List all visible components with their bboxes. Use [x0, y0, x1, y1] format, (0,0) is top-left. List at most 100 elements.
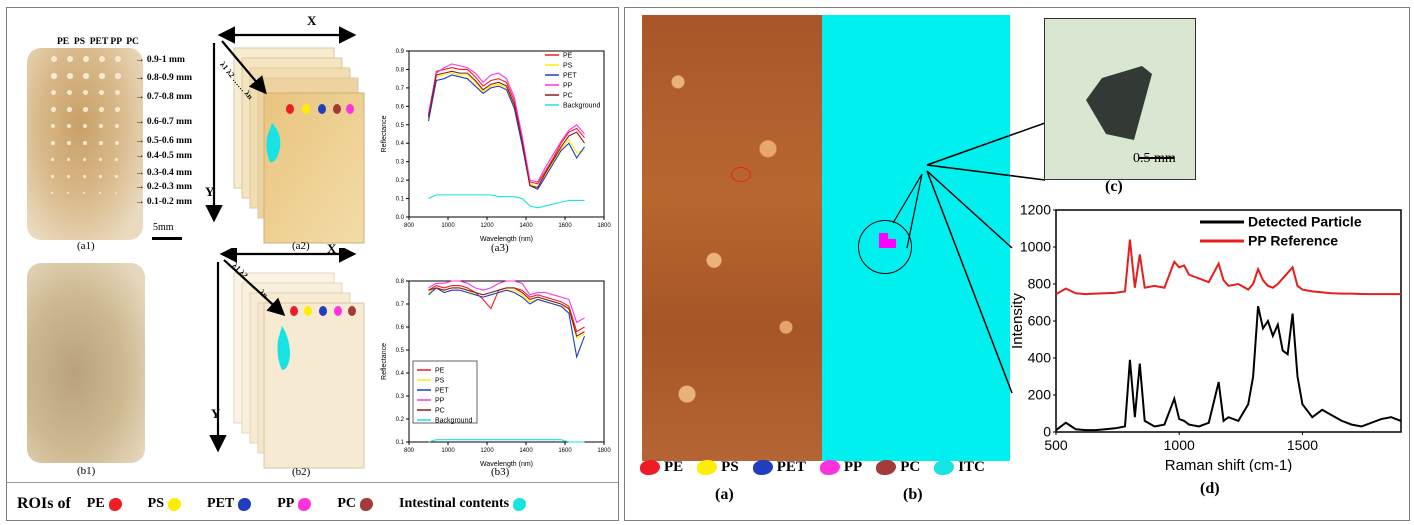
x-axis-label: Wavelength (nm)	[480, 461, 533, 468]
y-tick-label: 0.2	[396, 178, 405, 184]
b-detected-pp-pixels-2	[887, 239, 896, 248]
b3-reflectance-chart: 800 1000 1200 1400 1600 1800 0.1 0.2 0.3 0.4 0.5 0.…	[381, 279, 611, 468]
a2-roi-pet	[318, 104, 326, 114]
x-tick-label: 1400	[519, 223, 533, 229]
a1-particle	[67, 73, 73, 79]
series-line-pe	[428, 285, 585, 333]
x-tick-label: 500	[1044, 437, 1068, 453]
legend-swatch	[360, 497, 374, 511]
left-figure-panel: PE PS PET PP PC → 0.9-1 mm → 0.8-0.9 mm → …	[6, 7, 619, 521]
class-legend-label: PS	[721, 459, 739, 475]
b-classification-map	[822, 15, 1010, 461]
b2-x-label: X	[327, 241, 337, 256]
b2-lambda-arrow	[223, 259, 286, 316]
a1-particle	[115, 158, 119, 162]
series-line-pc	[428, 287, 585, 338]
b-caption: (b)	[903, 486, 923, 503]
x-tick-label: 1000	[1164, 437, 1195, 453]
a1-particle	[115, 107, 120, 112]
y-axis-label: Reflectance	[381, 343, 388, 380]
legend-label: PP	[563, 82, 573, 89]
legend-swatch	[876, 460, 897, 475]
a1-size-label: → 0.3-0.4 mm	[135, 168, 192, 178]
legend-swatch	[513, 497, 527, 511]
a1-particle	[83, 124, 88, 129]
a2-roi-intestinal	[266, 123, 281, 163]
d-caption: (d)	[1200, 480, 1220, 497]
right-figure-panel: 0.5 mm (c) 500 1000 1500 0 200 400 600 800 1000 1…	[624, 7, 1410, 521]
c-scalebar-label: 0.5 mm	[1133, 151, 1176, 166]
a2-hypercube-diagram	[205, 26, 365, 244]
b1-caption: (b1)	[77, 465, 96, 477]
a1-scalebar-label: 5mm	[153, 222, 174, 233]
a3-caption: (a3)	[491, 242, 509, 254]
y-tick-label: 0	[1043, 424, 1051, 440]
a3-reflectance-chart: 800 1000 1200 1400 1600 1800 0.0 0.1 0.2 0.3 0.4 0.…	[381, 49, 611, 243]
y-tick-label: 0.5	[396, 348, 405, 354]
legend-swatch	[697, 460, 718, 475]
legend-label: PS	[563, 62, 573, 69]
roi-legend-label: PC	[337, 496, 357, 511]
a-roi-circle	[731, 167, 751, 182]
y-tick-label: 0.3	[396, 160, 405, 166]
y-tick-label: 0.7	[396, 302, 405, 308]
series-line-ps	[427, 72, 585, 189]
y-tick-label: 0.4	[396, 371, 405, 377]
a1-particle	[67, 192, 70, 195]
roi-legend-label: PS	[147, 496, 165, 511]
a1-particle	[115, 56, 121, 62]
series-line-pp	[427, 63, 585, 183]
class-legend-label: ITC	[958, 459, 985, 475]
legend-label: PET	[563, 72, 577, 79]
roi-legend-label: PE	[86, 496, 105, 511]
roi-legend-label: Intestinal contents	[399, 496, 510, 511]
class-legend-label: PP	[843, 459, 863, 475]
roi-legend-divider	[7, 482, 618, 483]
y-tick-label: 0.6	[396, 325, 405, 331]
y-axis-label: Reflectance	[381, 115, 388, 152]
x-tick-label: 1000	[441, 223, 455, 229]
a1-particle	[67, 56, 73, 62]
a1-particle	[99, 90, 105, 96]
a1-particle	[67, 107, 72, 112]
b2-roi-pp	[334, 306, 342, 316]
x-tick-label: 800	[404, 223, 415, 229]
a1-particle	[51, 192, 54, 195]
a1-particle	[67, 158, 71, 162]
a1-particle	[99, 158, 103, 162]
y-tick-label: 0.2	[396, 417, 405, 423]
legend-swatch	[168, 497, 182, 511]
legend-label: PP	[435, 397, 445, 404]
legend-label: PET	[435, 387, 449, 394]
b3-caption: (b3)	[491, 466, 510, 478]
y-tick-label: 600	[1028, 313, 1052, 329]
a1-particle	[67, 124, 72, 129]
a1-particle	[83, 175, 86, 178]
a1-particle	[83, 73, 89, 79]
a1-scalebar-line	[152, 237, 182, 240]
a1-particle	[115, 141, 119, 145]
series-line-detected-particle	[1055, 305, 1402, 432]
roi-legend: ROIs of PE PS PET PP PC Intestinal contents	[17, 495, 552, 513]
a1-particle	[99, 175, 102, 178]
x-tick-label: 1200	[480, 223, 494, 229]
y-tick-label: 0.8	[396, 279, 405, 285]
a1-caption: (a1)	[77, 240, 95, 252]
b2-hypercube-diagram	[209, 248, 365, 469]
a2-roi-pc	[333, 104, 341, 114]
a1-particle	[51, 158, 55, 162]
legend-swatch	[298, 497, 312, 511]
x-tick-label: 1500	[1287, 437, 1318, 453]
a1-particle	[99, 73, 105, 79]
a1-size-label: → 0.7-0.8 mm	[135, 92, 192, 102]
legend-label: Background	[435, 417, 472, 424]
a1-size-label: → 0.6-0.7 mm	[135, 117, 192, 127]
b-detected-pp-pixels	[879, 233, 888, 248]
legend-swatch	[108, 497, 122, 511]
a1-particle	[115, 73, 121, 79]
a-caption: (a)	[715, 486, 734, 503]
a1-particle	[67, 141, 71, 145]
series-line-pp	[428, 280, 585, 324]
a1-particle	[51, 56, 57, 62]
a1-particle	[99, 192, 102, 195]
